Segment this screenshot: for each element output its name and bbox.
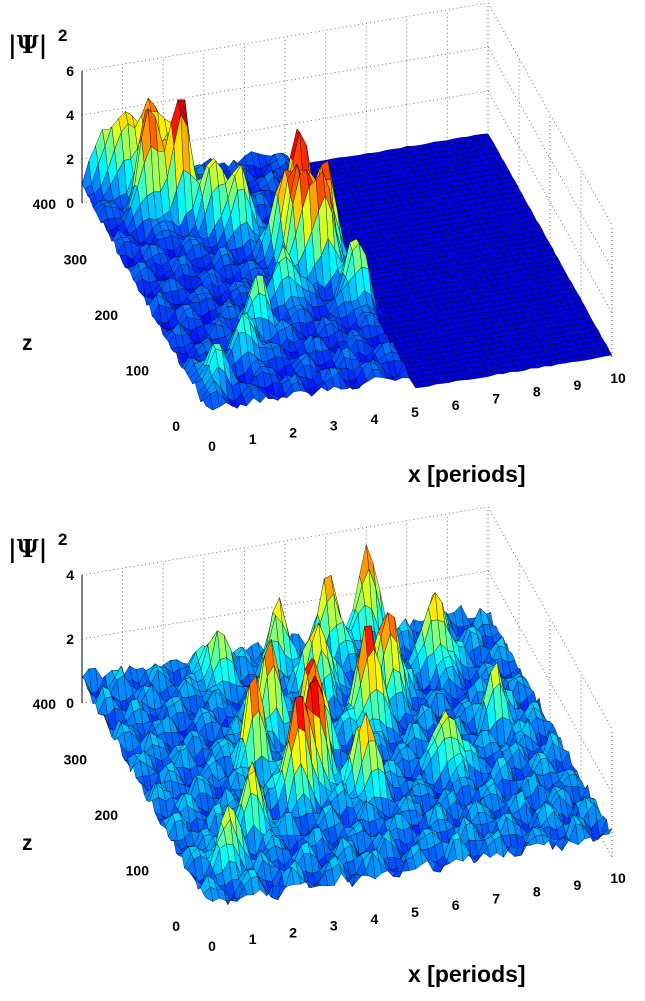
x-tick-label: 4	[371, 411, 379, 427]
x-tick-label: 9	[574, 377, 582, 393]
value-tick-label: 2	[66, 151, 74, 167]
value-tick-label: 4	[66, 107, 74, 123]
x-axis-label: x [periods]	[408, 461, 526, 487]
x-tick-label: 1	[249, 431, 257, 447]
surface-plot-bottom: 0 1 2 3 4 5 6 7 8 9 10 0 100 200 300 400 0 2 4 |Ψ| 2 z x [peri…	[0, 500, 645, 1000]
surface-patch	[203, 393, 214, 411]
z-tick-label: 100	[126, 363, 150, 379]
value-axis-label: |Ψ|	[8, 30, 47, 59]
x-tick-label: 5	[411, 404, 419, 420]
x-tick-label: 6	[452, 397, 460, 413]
x-tick-label: 8	[533, 384, 541, 400]
z-tick-label: 200	[95, 307, 119, 323]
x-tick-label: 7	[492, 390, 500, 406]
depth-axis-label: z	[22, 332, 33, 355]
z-tick-label: 0	[172, 418, 180, 434]
z-tick-label: 300	[64, 252, 88, 268]
surface-plot-top: 0 1 2 3 4 5 6 7 8 9 10 0 100 200 300 400 0 2 4 6 |Ψ| 2 z x [per…	[0, 0, 645, 500]
top-surface	[81, 97, 613, 411]
value-tick-label: 6	[66, 63, 74, 79]
value-tick-label: 0	[66, 195, 74, 211]
value-axis-label-superscript: 2	[58, 26, 67, 45]
x-tick-label: 0	[208, 438, 216, 454]
x-tick-label: 3	[330, 418, 338, 434]
x-tick-label: 10	[610, 370, 626, 386]
bottom-surface	[81, 544, 613, 906]
x-tick-label: 2	[289, 424, 297, 440]
z-tick-label: 400	[33, 196, 57, 212]
